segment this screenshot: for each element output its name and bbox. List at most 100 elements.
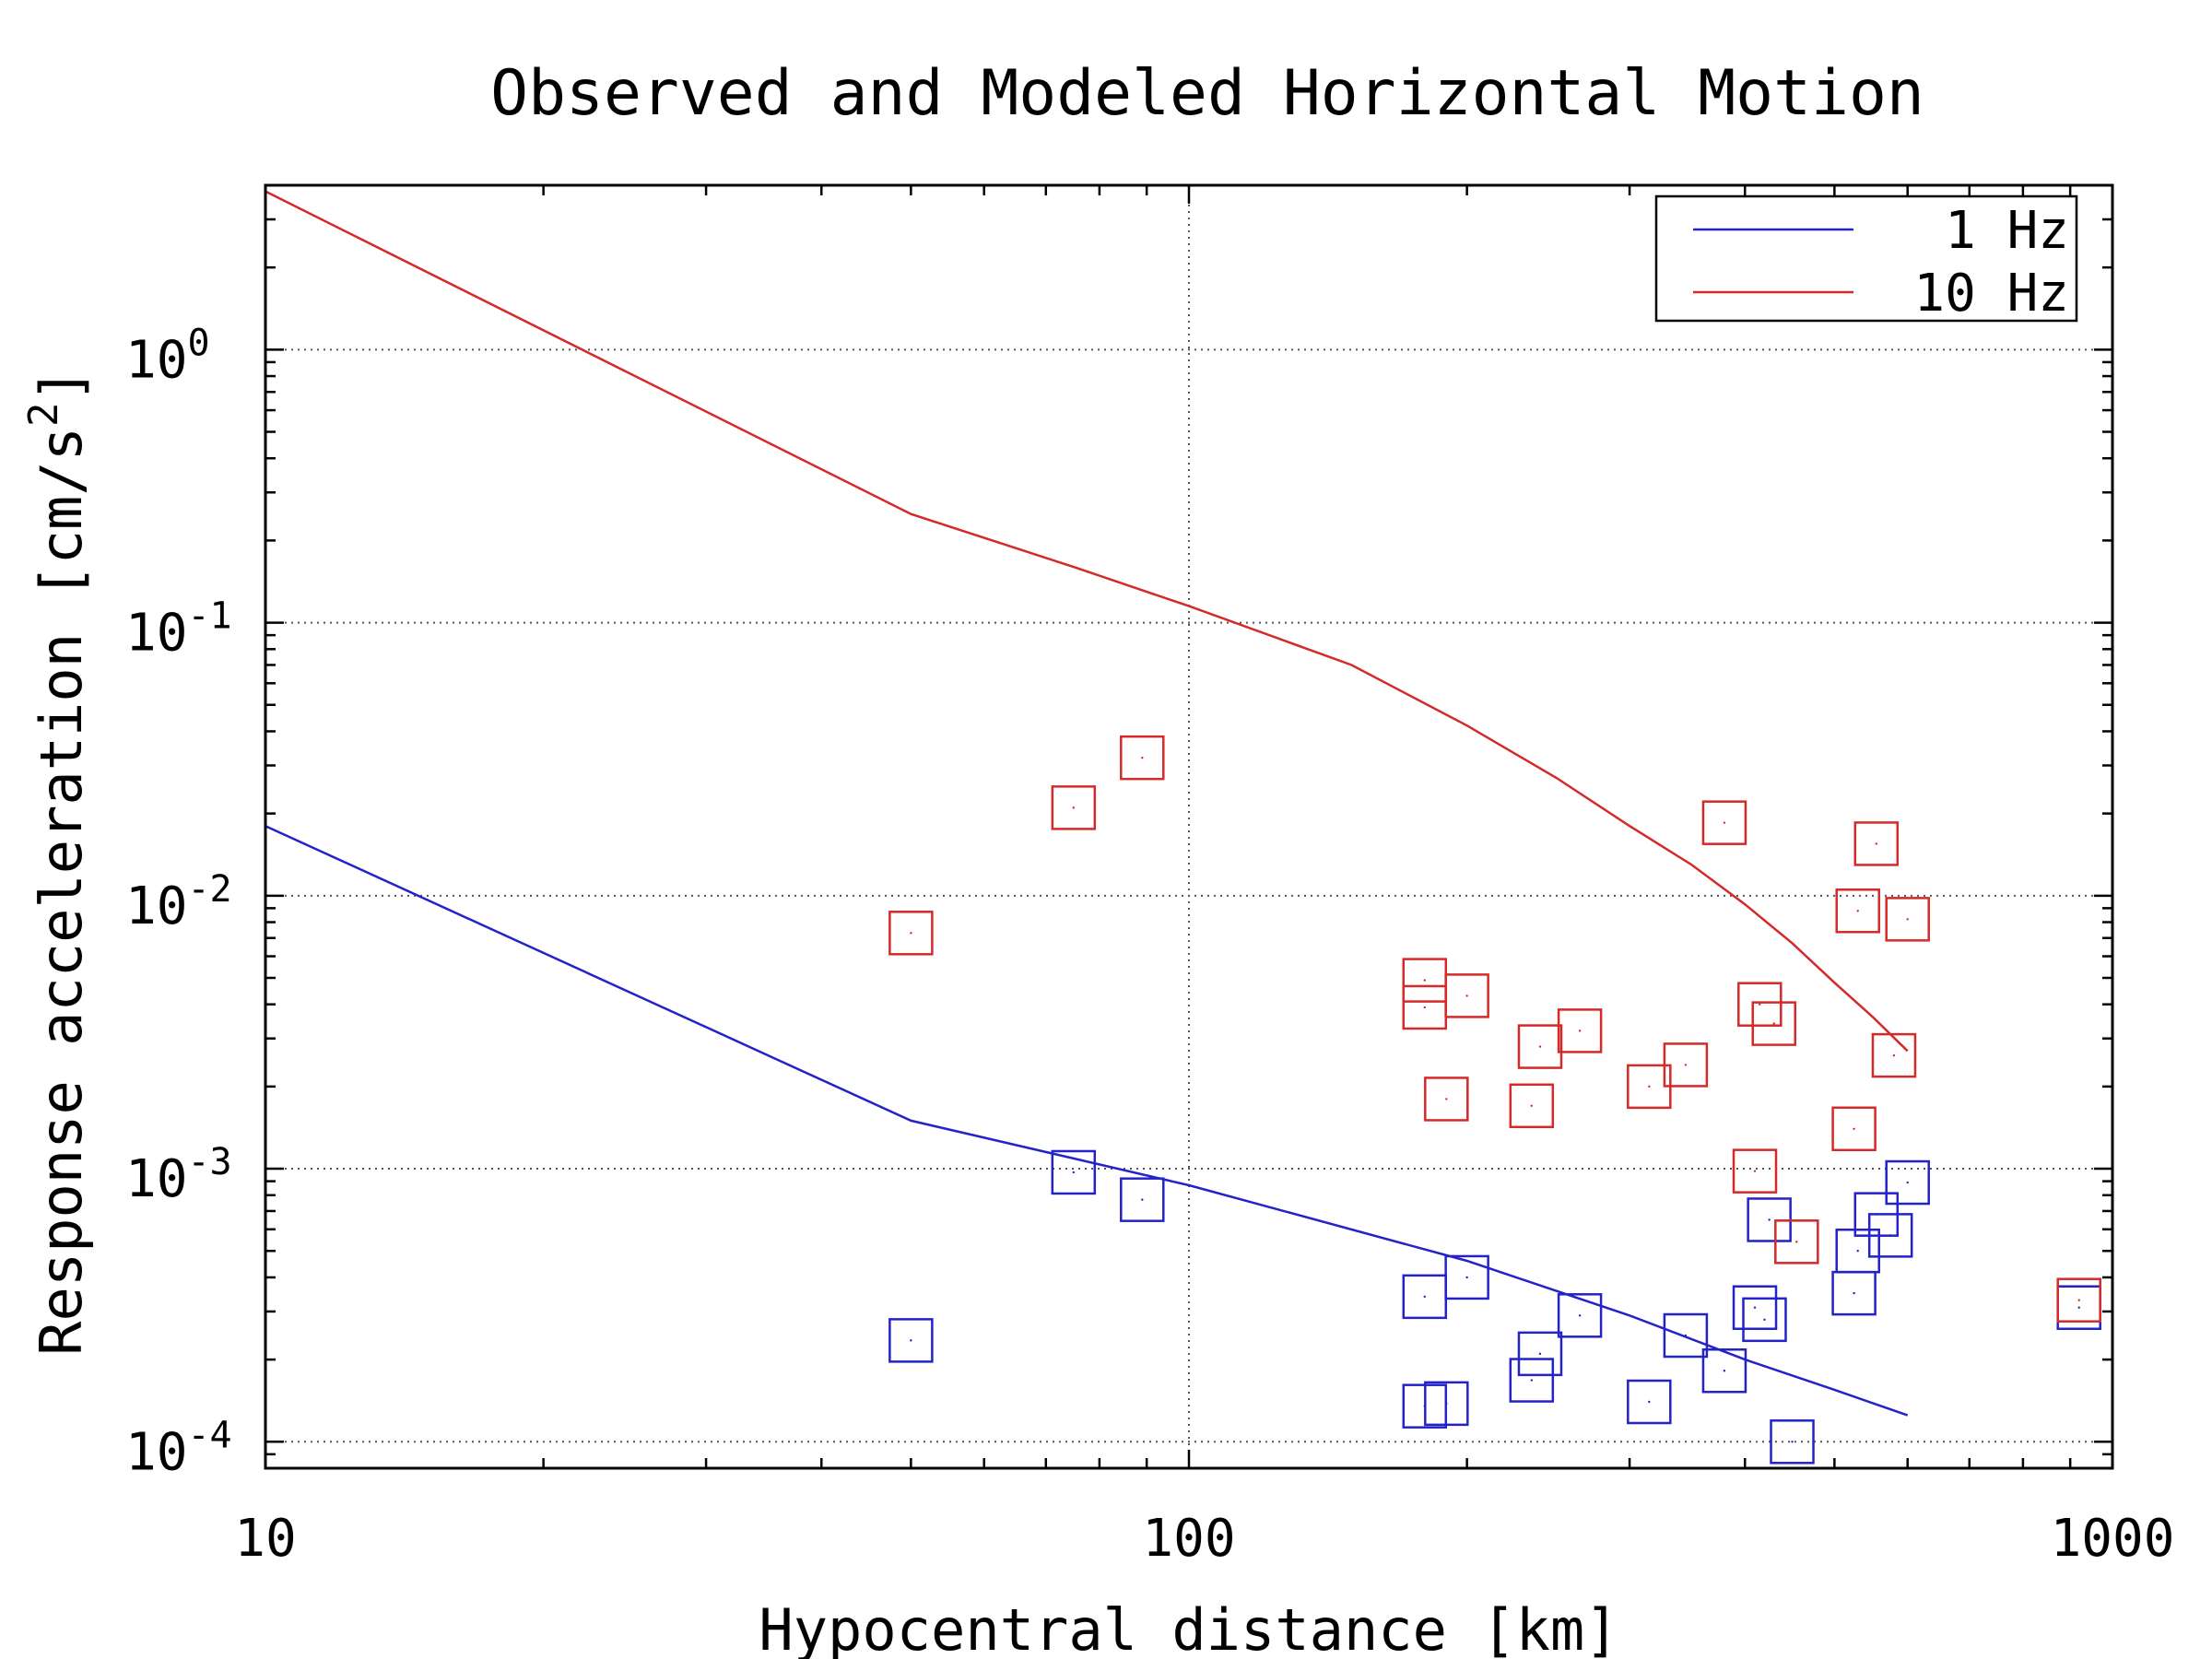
data-point-dot	[1423, 1295, 1426, 1299]
grid-lines	[265, 185, 2112, 1468]
y-tick-exponent: -1	[187, 595, 231, 638]
data-point-dot	[1892, 1053, 1896, 1057]
data-point-dot	[2077, 1306, 2080, 1309]
y-tick-label: 10-1	[125, 595, 232, 664]
x-axis-label: Hypocentral distance [km]	[759, 1596, 1618, 1659]
data-point	[1663, 1312, 1709, 1359]
y-tick-exponent: -2	[187, 868, 231, 911]
data-point	[1737, 982, 1783, 1027]
data-point	[1120, 1177, 1165, 1222]
y-tick-label: 100	[125, 322, 210, 390]
y-tick-base: 10	[125, 330, 187, 390]
data-point	[1885, 897, 1930, 942]
data-point-dot	[1853, 1291, 1855, 1295]
data-point-dot	[1791, 1441, 1794, 1443]
data-point	[1517, 1331, 1563, 1377]
data-point-dot	[1530, 1379, 1534, 1382]
data-point-dot	[1753, 1306, 1757, 1309]
y-axis-label-text: Response acceleration [cm/s	[28, 427, 95, 1356]
data-point-dot	[1723, 1370, 1726, 1372]
y-tick-label: 10-4	[125, 1414, 232, 1482]
data-point	[1701, 1347, 1747, 1394]
data-point-dot	[1423, 979, 1426, 982]
data-point-dot	[1578, 1314, 1582, 1317]
data-point-dot	[1072, 1171, 1076, 1174]
data-point	[1732, 1285, 1778, 1330]
data-point	[888, 911, 934, 956]
data-point	[1701, 800, 1747, 845]
y-axis-label-close: ]	[28, 368, 95, 402]
data-point	[1835, 1228, 1880, 1274]
data-point-dot	[1906, 918, 1909, 921]
x-tick-label: 10	[234, 1509, 296, 1569]
data-point	[1867, 1213, 1913, 1258]
chart-title: Observed and Modeled Horizontal Motion	[490, 57, 1924, 130]
y-axis-label-exponent: 2	[20, 402, 67, 427]
data-point-dot	[1888, 1234, 1892, 1237]
data-point	[1120, 735, 1165, 781]
data-point	[1627, 1379, 1672, 1425]
data-point	[1557, 1293, 1603, 1338]
data-point-dot	[1538, 1045, 1542, 1048]
data-point-dot	[1875, 842, 1877, 845]
data-point	[1517, 1024, 1563, 1069]
data-point	[1835, 888, 1880, 934]
data-point-dot	[1648, 1085, 1651, 1088]
data-point-dot	[1465, 1276, 1468, 1279]
data-point	[1051, 785, 1097, 830]
y-tick-label: 10-3	[125, 1141, 232, 1209]
data-point	[1871, 1032, 1917, 1078]
data-point-dot	[1141, 756, 1144, 759]
data-point	[1424, 1077, 1469, 1122]
data-point	[1853, 821, 1900, 866]
data-point	[1051, 1149, 1097, 1195]
data-point-dot	[1648, 1400, 1651, 1404]
data-point	[1770, 1419, 1815, 1465]
y-tick-base: 10	[125, 1149, 187, 1209]
data-point-dot	[1538, 1352, 1542, 1356]
x-tick-label: 1000	[2051, 1509, 2175, 1569]
series-2	[265, 190, 2101, 1323]
series-1	[265, 825, 2101, 1465]
data-point-dot	[1768, 1218, 1771, 1221]
data-point	[1751, 1001, 1796, 1046]
y-tick-base: 10	[125, 1422, 187, 1482]
data-point-dot	[1445, 1098, 1448, 1100]
data-point	[1742, 1297, 1787, 1343]
data-point-dot	[910, 1339, 912, 1342]
model-line	[265, 190, 1909, 1053]
legend-label: 1 Hz	[1945, 201, 2069, 261]
y-tick-exponent: -4	[187, 1414, 231, 1456]
y-tick-base: 10	[125, 877, 187, 936]
x-tick-label: 100	[1142, 1509, 1235, 1569]
data-point-dot	[1763, 1318, 1766, 1322]
y-tick-exponent: 0	[187, 322, 209, 364]
model-line	[265, 825, 1909, 1417]
data-point-dot	[1856, 1250, 1859, 1253]
data-point	[1557, 1008, 1603, 1053]
data-point-dot	[1530, 1104, 1534, 1107]
data-point-dot	[1906, 1181, 1909, 1184]
legend-box	[1654, 194, 2078, 323]
data-point	[1885, 1159, 1930, 1206]
data-point-dot	[1445, 1402, 1448, 1406]
data-point-dot	[1141, 1198, 1144, 1201]
data-point-dot	[1684, 1334, 1688, 1337]
data-point	[1444, 1254, 1489, 1300]
data-point-dot	[1723, 821, 1726, 824]
data-point	[1444, 973, 1489, 1018]
data-point	[1424, 1381, 1469, 1427]
data-point	[1831, 1106, 1877, 1152]
data-point-dot	[1853, 1127, 1855, 1130]
data-point	[1509, 1083, 1555, 1129]
data-point-dot	[1423, 1006, 1426, 1009]
data-point-dot	[1753, 1170, 1757, 1172]
y-tick-exponent: -3	[187, 1141, 231, 1183]
data-point-dot	[2077, 1299, 2080, 1301]
y-tick-label: 10-2	[125, 868, 232, 936]
data-point	[1774, 1219, 1819, 1265]
data-point	[1509, 1358, 1555, 1403]
